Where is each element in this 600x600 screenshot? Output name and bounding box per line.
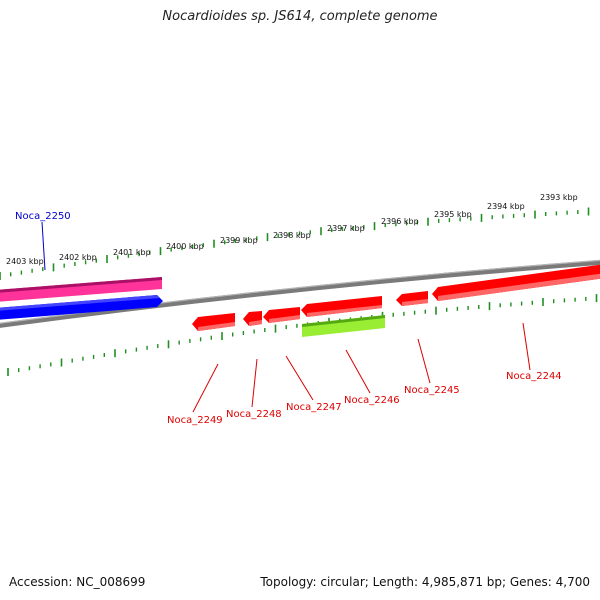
gene-label-noca-2246[interactable]: Noca_2246	[344, 395, 400, 406]
label-leader-lines	[41, 221, 531, 413]
scale-label-2395: 2395 kbp	[434, 210, 472, 219]
gene-label-noca-2245[interactable]: Noca_2245	[404, 385, 460, 396]
scale-label-2393: 2393 kbp	[540, 193, 578, 202]
green-feature-track[interactable]	[302, 315, 385, 337]
gene-label-noca-2249[interactable]: Noca_2249	[167, 415, 223, 426]
gene-noca-2244[interactable]	[432, 264, 600, 301]
lower-scale	[7, 294, 598, 376]
scale-label-2396: 2396 kbp	[381, 217, 419, 226]
scale-label-2403: 2403 kbp	[6, 257, 44, 266]
scale-label-2402: 2402 kbp	[59, 253, 97, 262]
genome-backbone	[0, 259, 600, 328]
scale-label-2394: 2394 kbp	[487, 202, 525, 211]
gene-noca-2248[interactable]	[243, 311, 262, 326]
gene-noca-2249[interactable]	[192, 313, 235, 331]
scale-labels: 2393 kbp 2394 kbp 2395 kbp 2396 kbp 2397…	[6, 193, 578, 266]
gene-label-noca-2248[interactable]: Noca_2248	[226, 409, 282, 420]
scale-label-2401: 2401 kbp	[113, 248, 151, 257]
gene-label-noca-2247[interactable]: Noca_2247	[286, 402, 342, 413]
genome-summary-text: Topology: circular; Length: 4,985,871 bp…	[260, 575, 590, 589]
gene-label-noca-2250[interactable]: Noca_2250	[15, 211, 71, 222]
gene-label-noca-2244[interactable]: Noca_2244	[506, 371, 562, 382]
upper-scale	[0, 207, 590, 280]
scale-label-2398: 2398 kbp	[273, 231, 311, 240]
accession-text: Accession: NC_008699	[9, 575, 146, 589]
pink-feature-track[interactable]	[0, 277, 162, 302]
scale-label-2400: 2400 kbp	[166, 242, 204, 251]
gene-labels: Noca_2250 Noca_2249 Noca_2248 Noca_2247 …	[15, 211, 562, 426]
gene-noca-2250[interactable]	[0, 295, 163, 320]
scale-label-2397: 2397 kbp	[327, 224, 365, 233]
scale-label-2399: 2399 kbp	[220, 236, 258, 245]
gene-noca-2247[interactable]	[263, 307, 300, 323]
gene-noca-2245[interactable]	[396, 291, 428, 306]
gene-noca-2246[interactable]	[301, 296, 382, 317]
genome-title: Nocardioides sp. JS614, complete genome	[162, 9, 438, 24]
